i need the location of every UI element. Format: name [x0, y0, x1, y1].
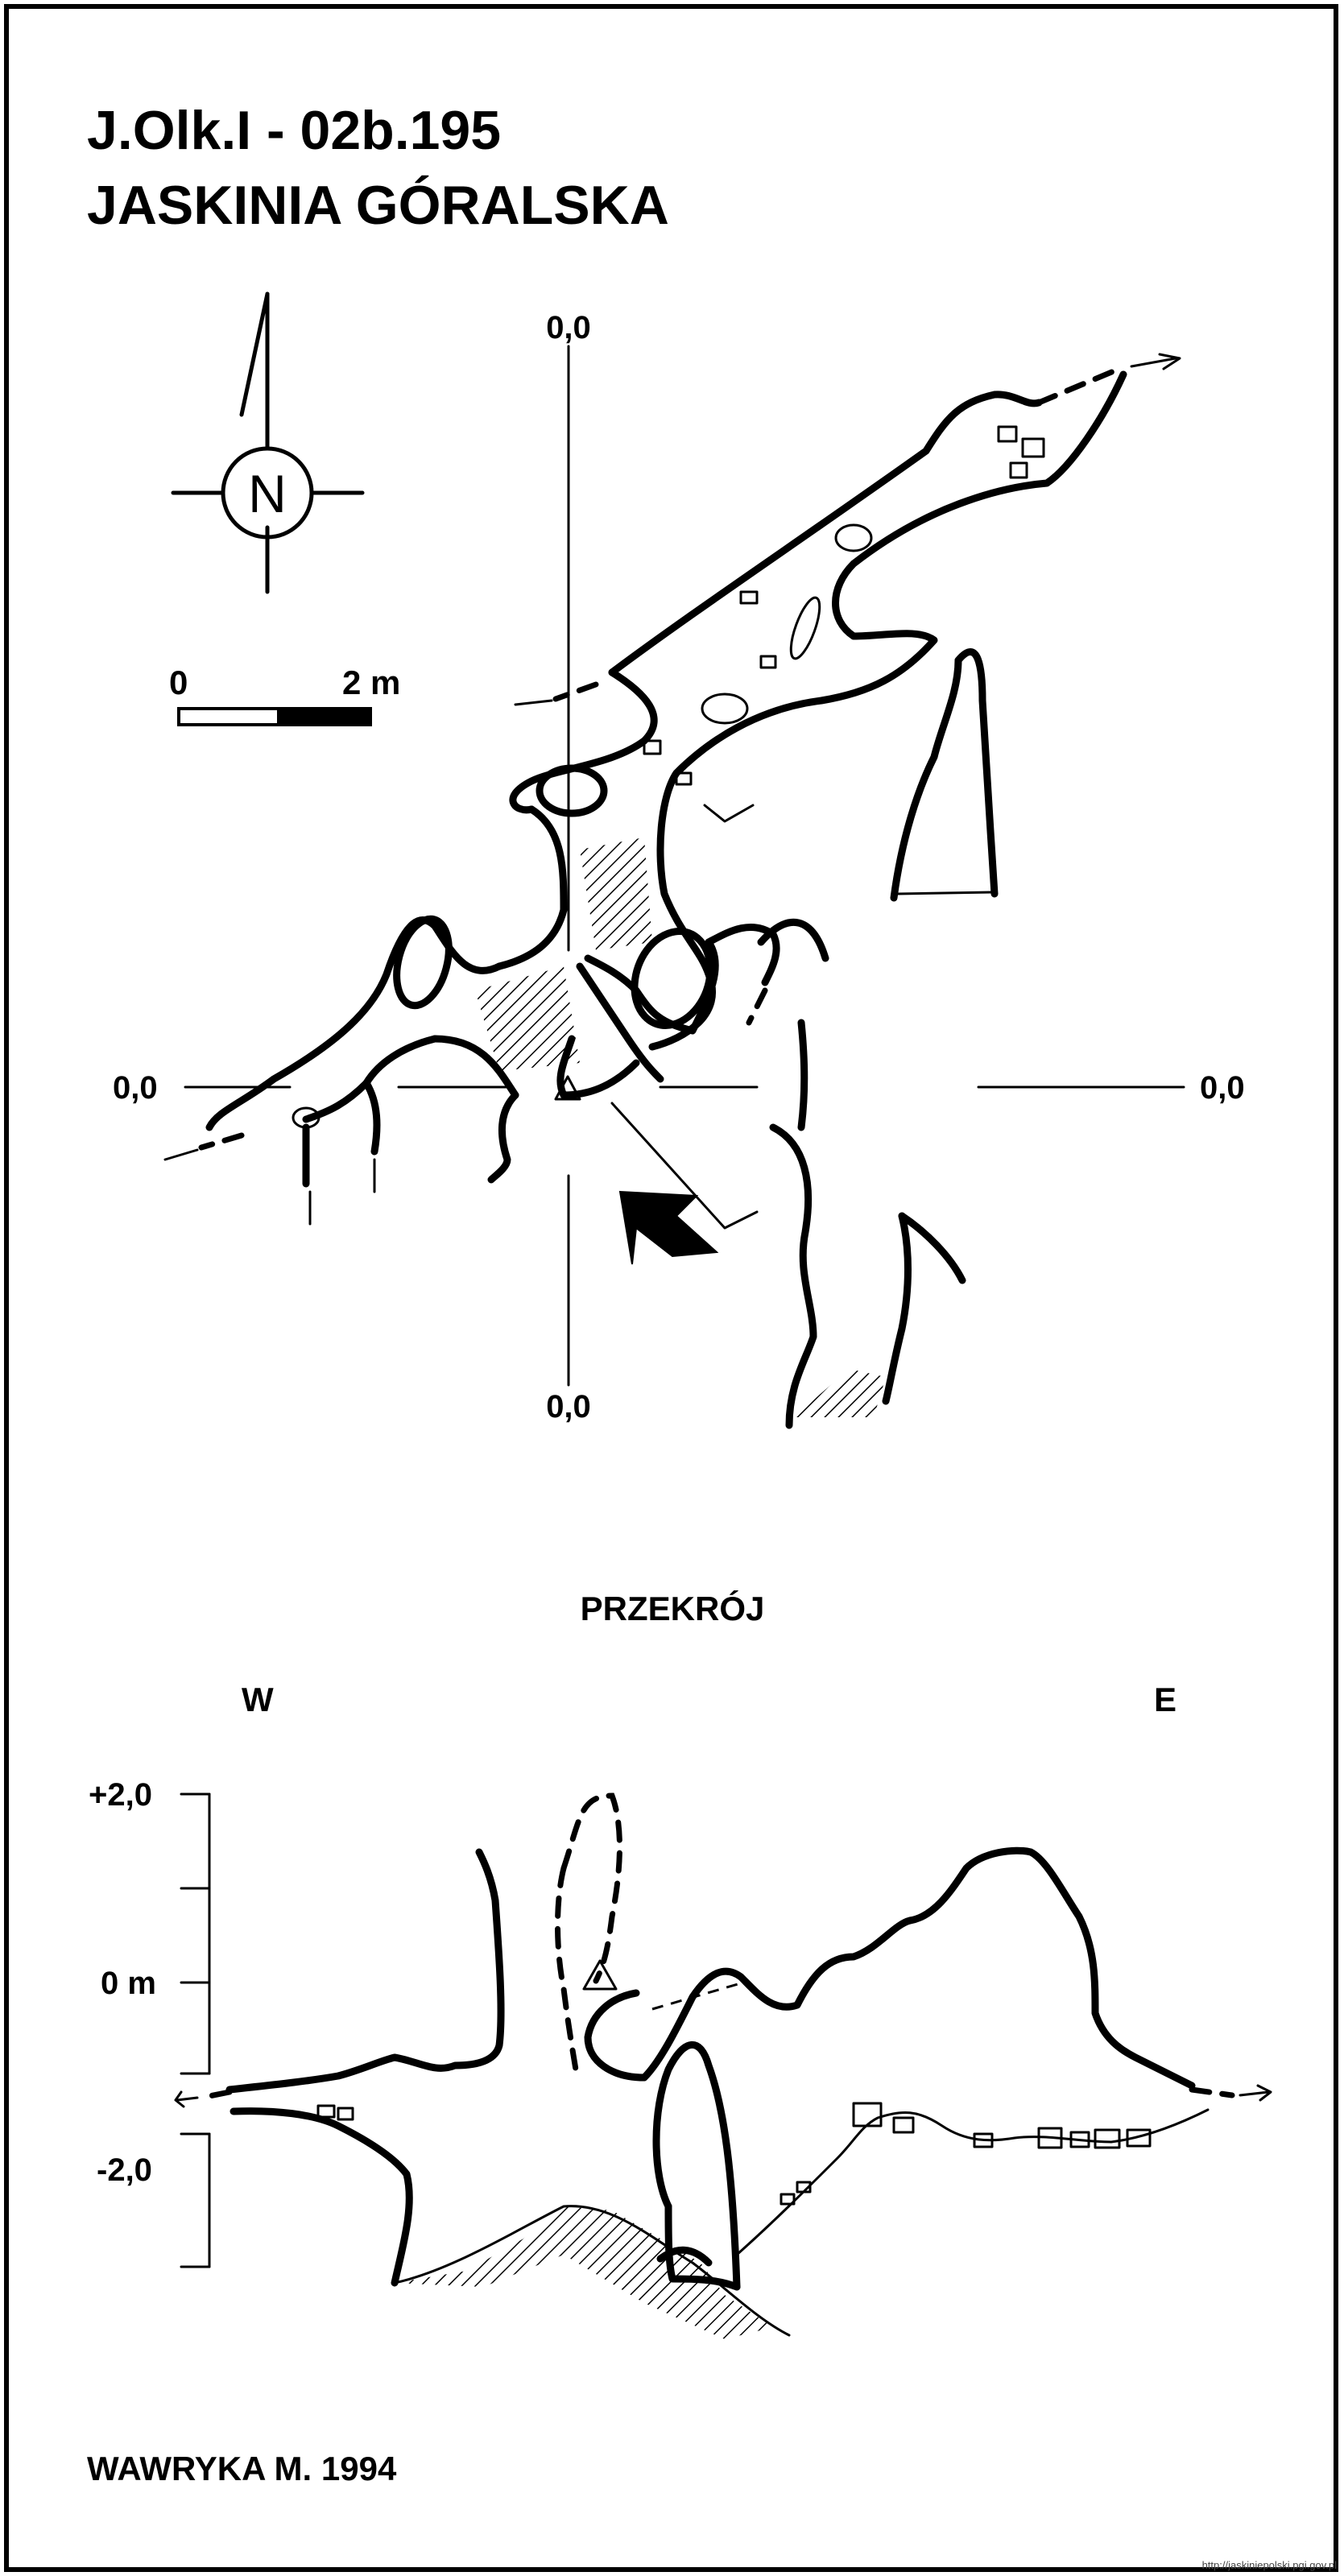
plan-side-profile [757, 648, 999, 1429]
section-ceiling-west [225, 1848, 505, 2094]
section-floor-east [735, 2108, 1210, 2256]
section-west-label: W [242, 1681, 274, 1718]
north-arrow-icon: N [171, 292, 365, 594]
scale-end-label: 2 m [342, 664, 400, 701]
section-east-label: E [1154, 1681, 1177, 1718]
author-credit: WAWRYKA M. 1994 [87, 2450, 397, 2487]
axis-label-bottom: 0,0 [546, 1389, 591, 1424]
scale-label-bottom: -2,0 [97, 2152, 152, 2188]
section-entrance-triangle [582, 1959, 618, 1991]
footer-url: http://jaskiniepolski.pgi.gov.pl [1202, 2559, 1338, 2571]
plan-wall-north [608, 391, 1043, 676]
section-floor-west [230, 2107, 413, 2287]
section-vertical-scale: +2,0 0 m -2,0 [89, 1777, 211, 2268]
section-ceiling-east [640, 1846, 1196, 2090]
scale-label-top: +2,0 [89, 1777, 152, 1813]
compass-letter: N [248, 464, 287, 523]
map-title-name: JASKINIA GÓRALSKA [87, 175, 669, 236]
scale-bar: 0 2 m [169, 664, 400, 726]
map-title-code: J.Olk.I - 02b.195 [87, 100, 501, 161]
cave-plan [163, 353, 1181, 1265]
scale-label-middle: 0 m [101, 1966, 156, 2001]
plan-wall-west-upper [509, 668, 658, 814]
plan-axes: 0,0 0,0 0,0 0,0 [113, 310, 1245, 1424]
axis-label-right: 0,0 [1200, 1070, 1245, 1106]
cave-section [174, 1792, 1272, 2339]
boulder-marks [292, 425, 1045, 1129]
section-pillar [652, 2041, 741, 2291]
section-title: PRZEKRÓJ [581, 1589, 765, 1627]
entrance-triangle [554, 1075, 581, 1101]
axis-label-left: 0,0 [113, 1070, 158, 1106]
sheet-frame [4, 4, 1338, 2572]
section-boulders [316, 2102, 1152, 2206]
entrance-arrow-icon [618, 1190, 719, 1265]
axis-label-top: 0,0 [546, 310, 591, 345]
scale-start-label: 0 [169, 664, 188, 701]
